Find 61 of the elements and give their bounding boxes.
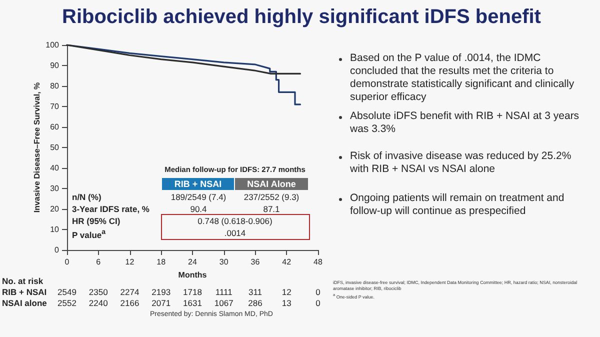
text: 2240 [88, 298, 109, 308]
y-tick-label: 0 [54, 246, 60, 254]
x-tick-label: 6 [96, 258, 102, 266]
y-tick-label: 70 [50, 102, 60, 111]
chart-title: Ribociclib achieved highly significant iDFS benefit [62, 6, 541, 29]
y-tick-label: 100 [46, 40, 60, 50]
text: 2193 [150, 287, 172, 297]
text: 2071 [150, 298, 172, 308]
y-tick-label: 90 [50, 61, 60, 70]
x-tick-label: 18 [156, 258, 166, 266]
text: 2274 [119, 287, 140, 297]
text: 13 [280, 298, 292, 308]
text: No. at risk [2, 276, 44, 286]
annotation: 189/2549 (7.4) [170, 192, 228, 202]
annotation: RIB + NSAI [162, 178, 234, 190]
x-tick-label: 42 [282, 258, 292, 266]
text: 12 [280, 287, 292, 297]
text: 1111 [214, 287, 234, 297]
text: 1067 [213, 298, 234, 308]
annotation: n/N (%) [70, 192, 104, 202]
text: Absolute iDFS benefit with RIB + NSAI at 3 years was 3.3% [350, 110, 580, 136]
x-tick-label: 24 [188, 258, 198, 266]
x-tick-label: 0 [64, 258, 70, 266]
line-series [66, 44, 302, 74]
text: Ongoing patients will remain on treatment and follow-up will continue as prespecified [350, 192, 566, 218]
annotation: HR (95% CI) [70, 216, 122, 226]
annotation: 0.748 (0.618-0.906) [196, 216, 274, 226]
annotation: 87.1 [262, 204, 281, 214]
text: 2350 [88, 287, 109, 297]
text: 2552 [56, 298, 78, 308]
y-tick-label: 60 [50, 122, 60, 132]
y-tick-label: 40 [50, 164, 60, 172]
y-tick-label: 80 [50, 82, 60, 90]
text: Risk of invasive disease was reduced by 25.2% with RIB + NSAI vs NSAI alone [350, 150, 572, 176]
text: Based on the P value of .0014, the IDMC concluded that the results met the criteria to demonstrate statistically significant and clinically superior efficacy [350, 52, 576, 104]
text: 1631 [182, 298, 203, 308]
text: RIB + NSAI [2, 287, 47, 297]
text: NSAI alone [2, 298, 47, 308]
annotation: 3-Year IDFS rate, % [70, 204, 152, 214]
text: 1718 [182, 287, 203, 297]
y-tick-label: 10 [50, 225, 60, 234]
text: 2166 [119, 298, 140, 308]
annotation: 90.4 [189, 204, 208, 214]
text: 0 [314, 298, 322, 308]
text: 311 [247, 287, 264, 297]
y-tick-label: 30 [50, 184, 60, 193]
text: 2549 [56, 287, 78, 297]
text: 286 [247, 298, 264, 308]
annotation: .0014 [223, 228, 247, 238]
x-axis-title: Months [178, 270, 208, 280]
x-tick-label: 30 [219, 258, 229, 266]
x-tick-label: 48 [314, 258, 323, 266]
y-tick-label: 50 [50, 143, 60, 152]
x-tick-label: 12 [125, 258, 135, 266]
text: 0 [314, 287, 322, 297]
annotation: NSAI Alone [235, 178, 308, 190]
y-axis-title: Invasive Disease–Free Survival, % [32, 82, 42, 213]
annotation: P value$^{a}$ [70, 228, 108, 240]
x-tick-label: 36 [250, 258, 260, 266]
annotation: 237/2552 (9.3) [242, 192, 300, 202]
y-tick-label: 20 [50, 204, 60, 214]
